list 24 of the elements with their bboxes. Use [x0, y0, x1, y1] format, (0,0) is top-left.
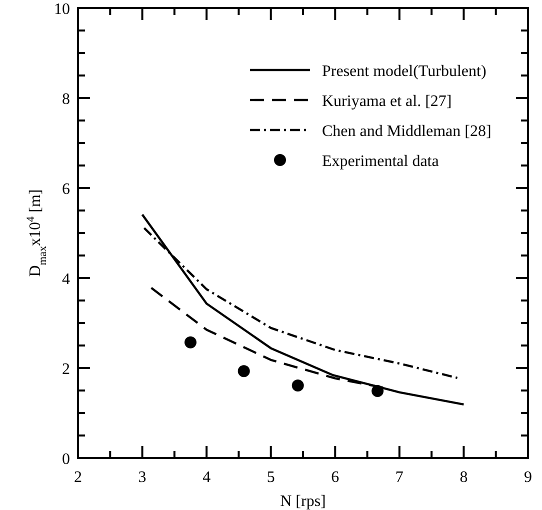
legend-label: Present model(Turbulent): [322, 63, 486, 80]
point: [238, 365, 250, 378]
y-tick-label: 2: [62, 361, 70, 378]
point: [372, 384, 384, 397]
x-tick-label: 6: [331, 469, 340, 486]
line-series: [141, 213, 465, 406]
x-tick-label: 7: [395, 469, 404, 486]
y-tick-label: 10: [54, 1, 70, 18]
y-tick-label: 0: [62, 451, 70, 468]
x-tick-label: 4: [202, 469, 211, 486]
x-tick-label: 5: [266, 469, 275, 486]
point: [292, 380, 304, 392]
x-axis-title: N [rps]: [280, 493, 326, 510]
y-tick-label: 8: [62, 91, 70, 108]
x-tick-label: 9: [524, 469, 532, 486]
x-tick-label: 8: [460, 469, 468, 486]
point: [184, 336, 196, 348]
x-tick-label: 2: [74, 469, 82, 486]
y-tick-label: 6: [62, 181, 70, 198]
legend-label: Chen and Middleman [28]: [322, 123, 492, 140]
legend-label: Kuriyama et al. [27]: [322, 93, 452, 110]
y-tick-label: 4: [62, 271, 70, 288]
legend-label: Experimental data: [322, 153, 439, 170]
x-tick-label: 3: [138, 469, 146, 486]
